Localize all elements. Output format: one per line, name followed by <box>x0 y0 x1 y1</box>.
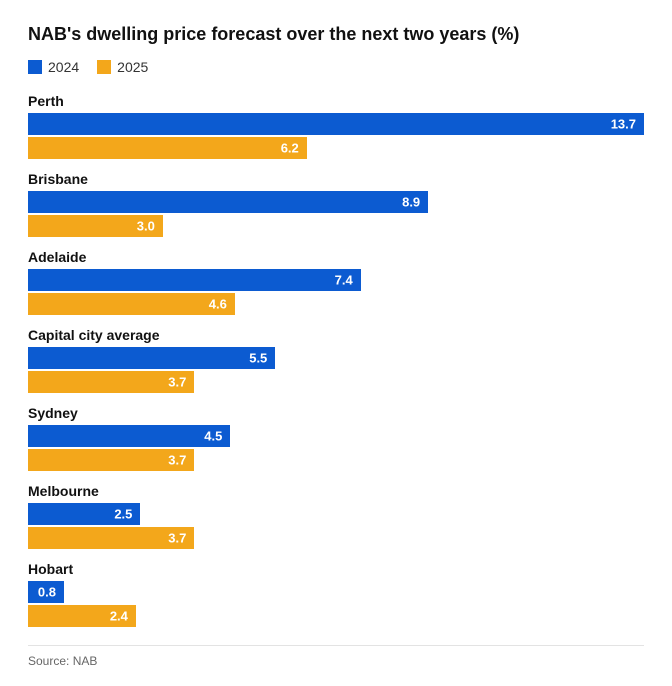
bar: 2.5 <box>28 503 140 525</box>
bar-row: 2.4 <box>28 605 644 627</box>
bar: 3.7 <box>28 527 194 549</box>
bar-group: Sydney 4.5 3.7 <box>28 405 644 471</box>
legend-label: 2025 <box>117 59 148 75</box>
bar-track: 5.5 3.7 <box>28 347 644 393</box>
legend-item: 2025 <box>97 59 148 75</box>
bar-track: 4.5 3.7 <box>28 425 644 471</box>
bar-group-label: Capital city average <box>28 327 644 343</box>
bar-value: 3.7 <box>168 375 186 390</box>
bar-value: 8.9 <box>402 195 420 210</box>
bar: 5.5 <box>28 347 275 369</box>
bar-row: 13.7 <box>28 113 644 135</box>
bar: 0.8 <box>28 581 64 603</box>
bar-row: 3.7 <box>28 449 644 471</box>
bar-group: Hobart 0.8 2.4 <box>28 561 644 627</box>
chart-title: NAB's dwelling price forecast over the n… <box>28 24 644 45</box>
bar-group-label: Sydney <box>28 405 644 421</box>
legend-label: 2024 <box>48 59 79 75</box>
bar-group: Brisbane 8.9 3.0 <box>28 171 644 237</box>
bar-row: 6.2 <box>28 137 644 159</box>
bar-value: 6.2 <box>281 141 299 156</box>
bar-group-label: Perth <box>28 93 644 109</box>
bar-group-label: Adelaide <box>28 249 644 265</box>
chart-bars-container: Perth 13.7 6.2 Brisbane 8.9 3.0 Adelaide 7.4 4.6… <box>28 93 644 627</box>
bar-group: Perth 13.7 6.2 <box>28 93 644 159</box>
bar-value: 3.7 <box>168 453 186 468</box>
bar-row: 8.9 <box>28 191 644 213</box>
bar-track: 13.7 6.2 <box>28 113 644 159</box>
chart-legend: 2024 2025 <box>28 59 644 75</box>
bar-row: 4.6 <box>28 293 644 315</box>
bar-value: 2.5 <box>114 507 132 522</box>
bar-row: 4.5 <box>28 425 644 447</box>
bar-row: 3.0 <box>28 215 644 237</box>
bar-group-label: Melbourne <box>28 483 644 499</box>
bar-value: 5.5 <box>249 351 267 366</box>
bar-value: 4.5 <box>204 429 222 444</box>
bar-track: 7.4 4.6 <box>28 269 644 315</box>
bar-track: 2.5 3.7 <box>28 503 644 549</box>
bar-value: 13.7 <box>611 117 636 132</box>
legend-swatch <box>28 60 42 74</box>
bar: 8.9 <box>28 191 428 213</box>
bar-value: 3.0 <box>137 219 155 234</box>
bar-value: 2.4 <box>110 609 128 624</box>
bar-row: 7.4 <box>28 269 644 291</box>
bar: 4.6 <box>28 293 235 315</box>
bar: 4.5 <box>28 425 230 447</box>
chart-source: Source: NAB <box>28 645 644 668</box>
bar-group: Melbourne 2.5 3.7 <box>28 483 644 549</box>
bar: 2.4 <box>28 605 136 627</box>
bar-row: 3.7 <box>28 371 644 393</box>
bar-track: 0.8 2.4 <box>28 581 644 627</box>
bar: 3.0 <box>28 215 163 237</box>
bar-group: Capital city average 5.5 3.7 <box>28 327 644 393</box>
bar-value: 0.8 <box>38 585 56 600</box>
bar-track: 8.9 3.0 <box>28 191 644 237</box>
bar-group-label: Hobart <box>28 561 644 577</box>
legend-swatch <box>97 60 111 74</box>
bar-row: 2.5 <box>28 503 644 525</box>
bar-value: 7.4 <box>335 273 353 288</box>
bar: 13.7 <box>28 113 644 135</box>
bar: 7.4 <box>28 269 361 291</box>
bar-group-label: Brisbane <box>28 171 644 187</box>
bar: 3.7 <box>28 449 194 471</box>
bar-row: 0.8 <box>28 581 644 603</box>
legend-item: 2024 <box>28 59 79 75</box>
bar: 6.2 <box>28 137 307 159</box>
bar-row: 3.7 <box>28 527 644 549</box>
bar-value: 4.6 <box>209 297 227 312</box>
bar: 3.7 <box>28 371 194 393</box>
bar-row: 5.5 <box>28 347 644 369</box>
bar-group: Adelaide 7.4 4.6 <box>28 249 644 315</box>
bar-value: 3.7 <box>168 531 186 546</box>
